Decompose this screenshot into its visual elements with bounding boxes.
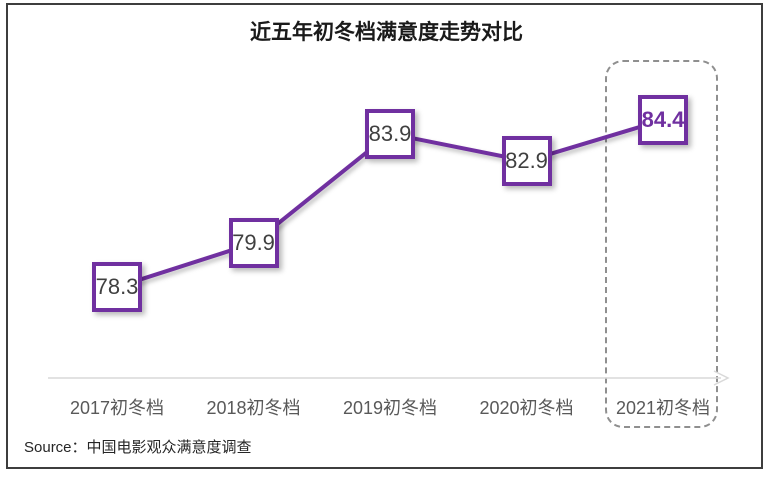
chart-title: 近五年初冬档满意度走势对比 [250, 21, 523, 44]
highlight-dashed-box [605, 60, 718, 428]
data-point-marker-2017初冬档: 78.3 [92, 262, 142, 312]
x-axis-label-2019初冬档: 2019初冬档 [342, 398, 438, 418]
data-point-marker-2019初冬档: 83.9 [365, 108, 415, 159]
data-point-marker-2021初冬档: 84.4 [638, 94, 688, 145]
data-point-marker-2020初冬档: 82.9 [501, 136, 552, 187]
x-axis-label-2021初冬档: 2021初冬档 [615, 398, 711, 418]
x-axis-label-2020初冬档: 2020初冬档 [479, 398, 574, 418]
source-note: Source：中国电影观众满意度调查 [24, 436, 252, 457]
data-point-marker-2018初冬档: 79.9 [228, 218, 279, 269]
x-axis-arrow-icon [713, 370, 730, 386]
chart-frame [6, 3, 763, 469]
x-axis-label-2018初冬档: 2018初冬档 [206, 398, 301, 418]
source-text: 中国电影观众满意度调查 [86, 439, 252, 456]
x-axis-label-2017初冬档: 2017初冬档 [69, 398, 165, 418]
source-prefix: Source： [24, 439, 87, 456]
